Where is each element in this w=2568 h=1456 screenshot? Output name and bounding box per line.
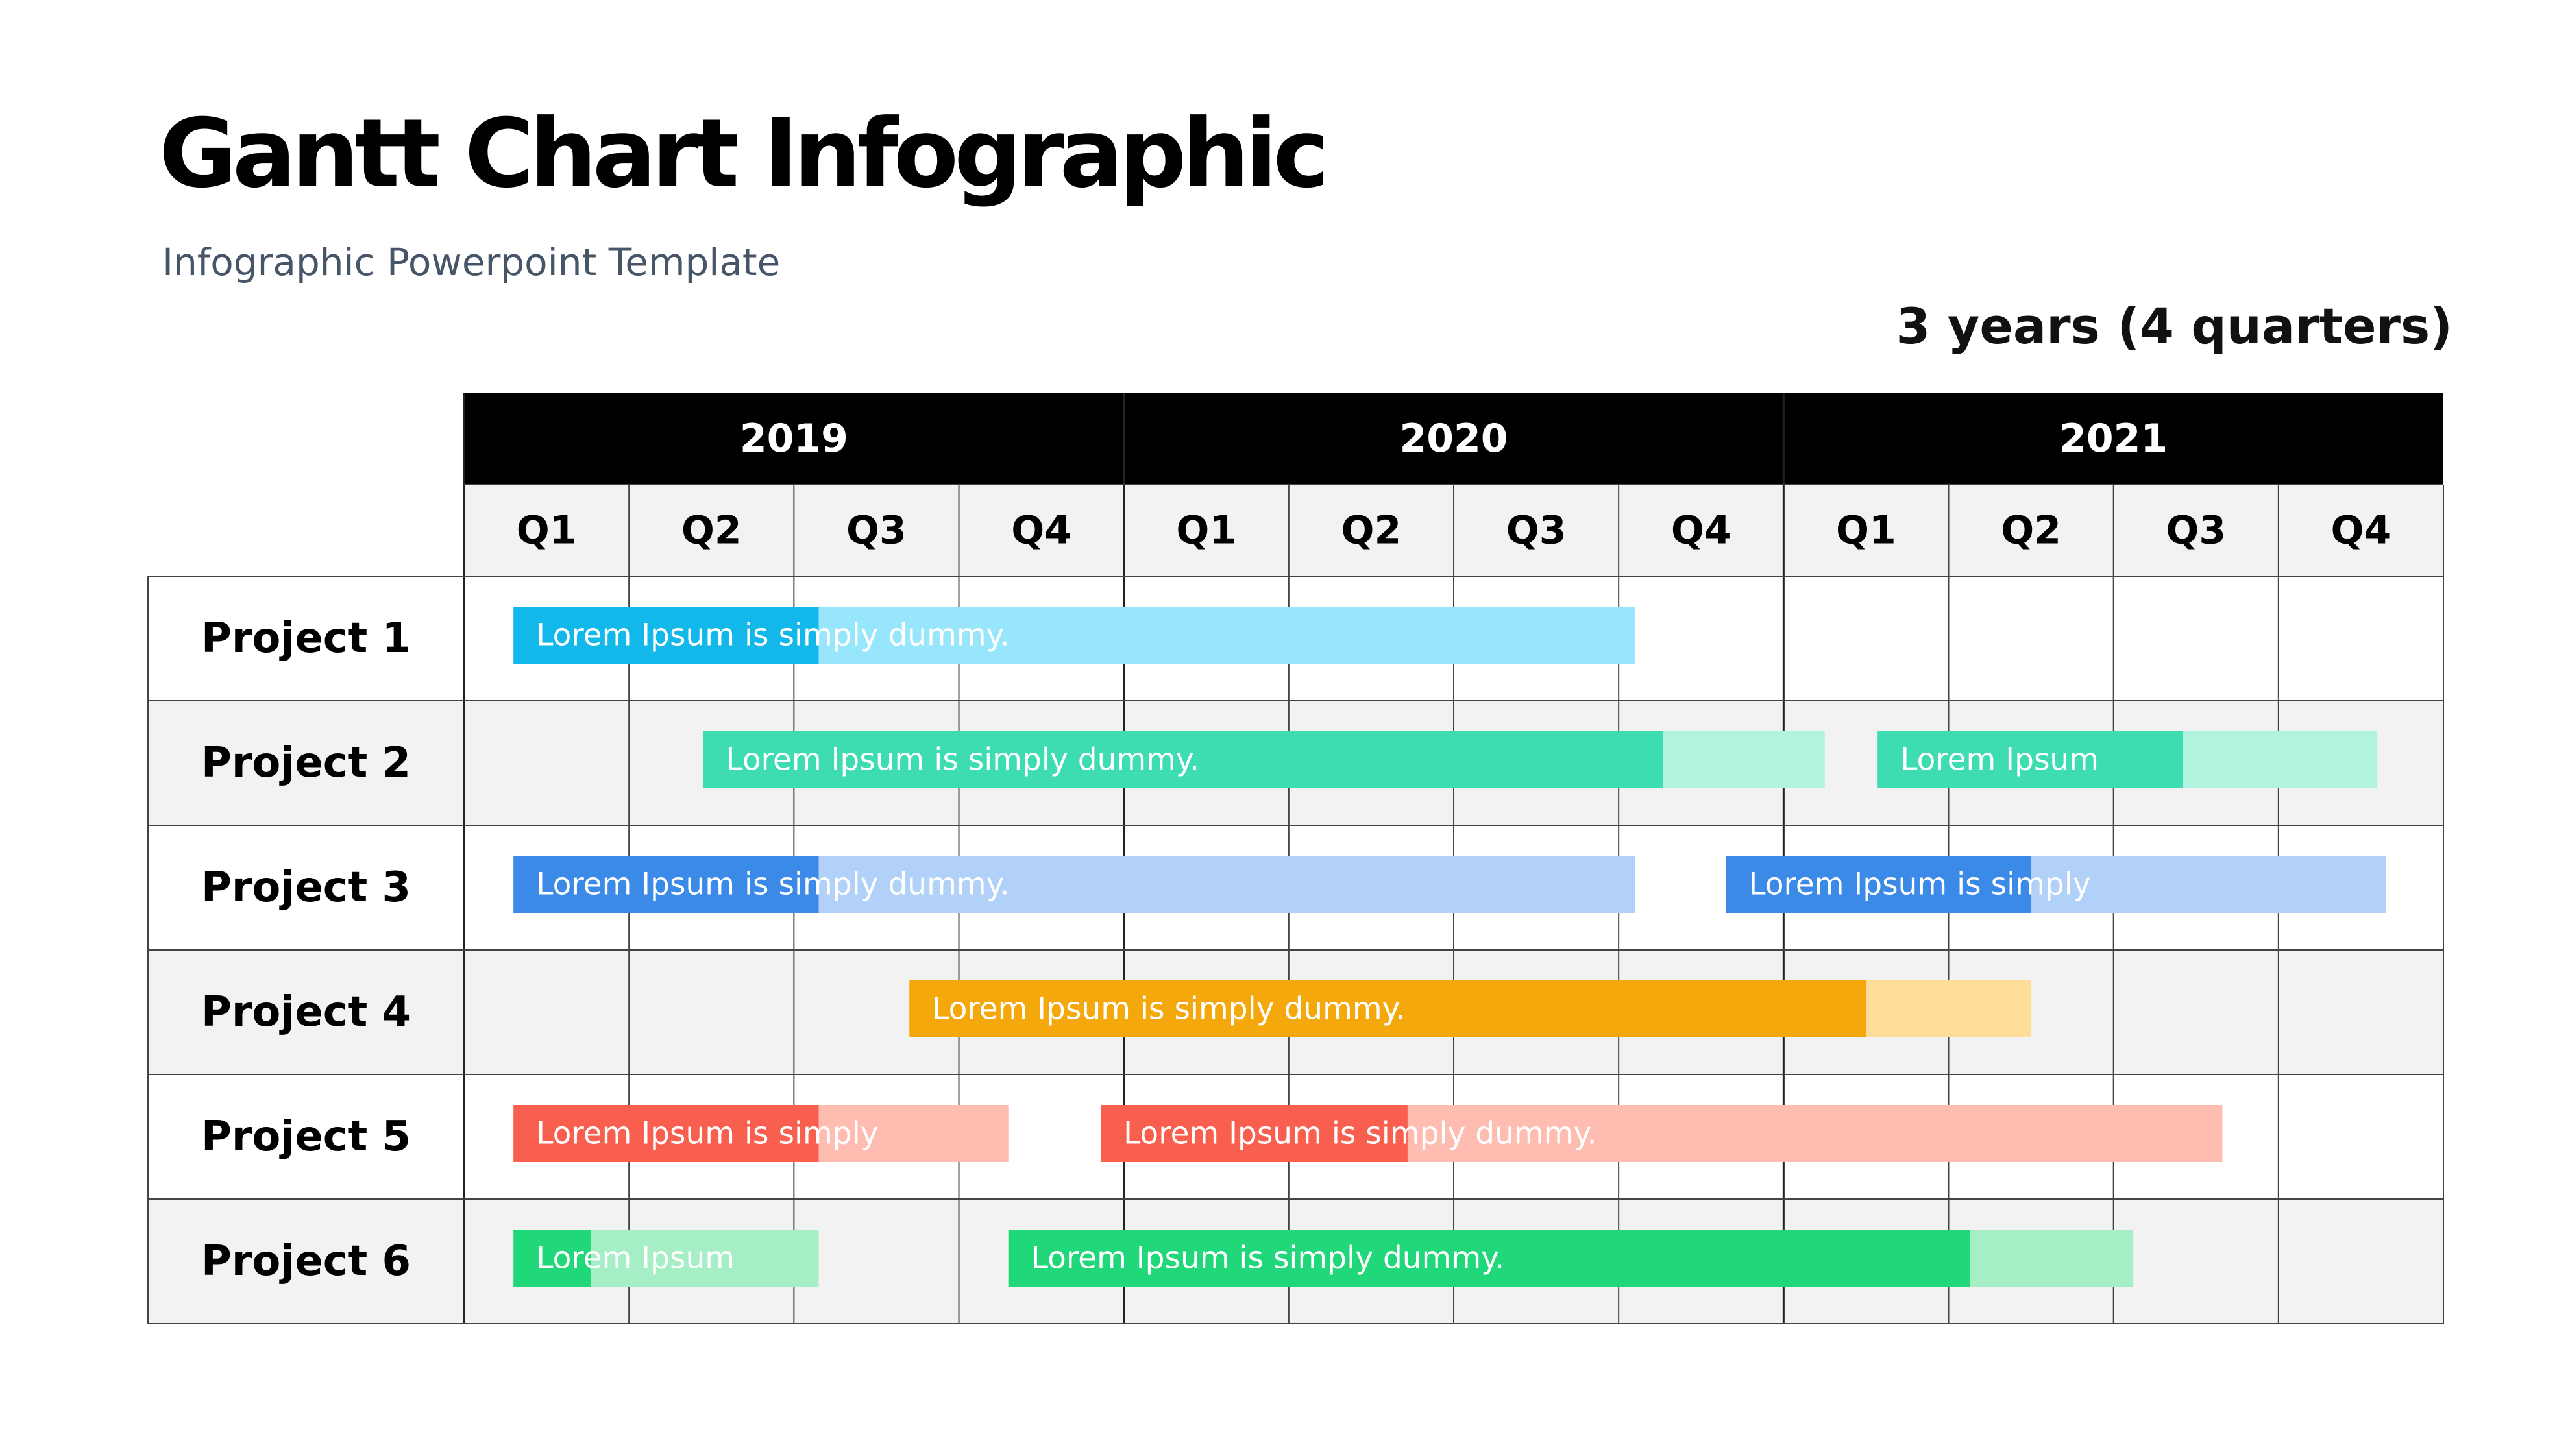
task-bar-label: Lorem Ipsum is simply [536,1116,878,1152]
task-bar-progress [513,1230,591,1287]
task-bar-progress [1877,731,2183,788]
quarter-label-2019-q4: Q4 [1011,508,1071,553]
quarter-label-2019-q3: Q3 [846,508,907,553]
project-label-1: Project 1 [201,614,411,662]
task-bar-progress [1101,1105,1408,1162]
task-bar-project-6-1: Lorem Ipsum [513,1230,819,1287]
quarter-label-2020-q3: Q3 [1506,508,1567,553]
year-label-2020: 2020 [1400,416,1508,461]
task-bar-project-2-2: Lorem Ipsum [1877,731,2378,788]
project-label-4: Project 4 [201,988,411,1036]
quarter-label-2020-q4: Q4 [1671,508,1731,553]
quarter-label-2021-q4: Q4 [2331,508,2391,553]
task-bar-project-1-1: Lorem Ipsum is simply dummy. [513,607,1635,664]
task-bar-label: Lorem Ipsum is simply dummy. [726,742,1199,778]
task-bar-project-2-1: Lorem Ipsum is simply dummy. [703,731,1825,788]
quarter-label-2021-q3: Q3 [2166,508,2226,553]
task-bar-label: Lorem Ipsum is simply dummy. [1123,1116,1596,1152]
project-label-3: Project 3 [201,864,411,912]
task-bar-label: Lorem Ipsum [536,1241,735,1276]
task-bar-label: Lorem Ipsum [1900,742,2099,778]
task-bar-label: Lorem Ipsum is simply dummy. [932,991,1405,1027]
task-bar-project-3-1: Lorem Ipsum is simply dummy. [513,856,1635,913]
quarter-label-2019-q1: Q1 [517,508,577,553]
task-bar-progress [909,980,1866,1037]
task-bar-project-5-1: Lorem Ipsum is simply [513,1105,1009,1162]
task-bar-label: Lorem Ipsum is simply [1748,867,2090,903]
task-bar-project-4-1: Lorem Ipsum is simply dummy. [909,980,2031,1037]
timeline-period-label: 3 years (4 quarters) [1896,297,2452,355]
quarter-label-2019-q2: Q2 [681,508,742,553]
task-bar-label: Lorem Ipsum is simply dummy. [1031,1241,1504,1276]
task-bar-label: Lorem Ipsum is simply dummy. [536,618,1009,653]
quarter-label-2020-q1: Q1 [1176,508,1236,553]
quarter-label-2020-q2: Q2 [1341,508,1402,553]
task-bar-progress [513,856,819,913]
task-bar-progress [703,731,1663,788]
project-label-2: Project 2 [201,739,411,787]
year-header-band [464,393,2443,485]
year-label-2021: 2021 [2059,416,2168,461]
task-bar-project-6-2: Lorem Ipsum is simply dummy. [1008,1230,2134,1287]
task-bar-project-3-2: Lorem Ipsum is simply [1726,856,2386,913]
project-label-5: Project 5 [201,1113,411,1161]
page-subtitle: Infographic Powerpoint Template [162,240,781,284]
page-title: Gantt Chart Infographic [159,99,1329,209]
year-label-2019: 2019 [740,416,848,461]
task-bar-project-5-2: Lorem Ipsum is simply dummy. [1101,1105,2223,1162]
task-bar-progress [513,1105,819,1162]
quarter-label-2021-q2: Q2 [2001,508,2061,553]
grid-lines [147,393,2444,1324]
task-bar-progress [1726,856,2031,913]
project-label-6: Project 6 [201,1237,411,1285]
task-bar-progress [513,607,819,664]
quarter-label-2021-q1: Q1 [1836,508,1896,553]
task-bar-label: Lorem Ipsum is simply dummy. [536,867,1009,903]
task-bar-progress [1008,1230,1970,1287]
